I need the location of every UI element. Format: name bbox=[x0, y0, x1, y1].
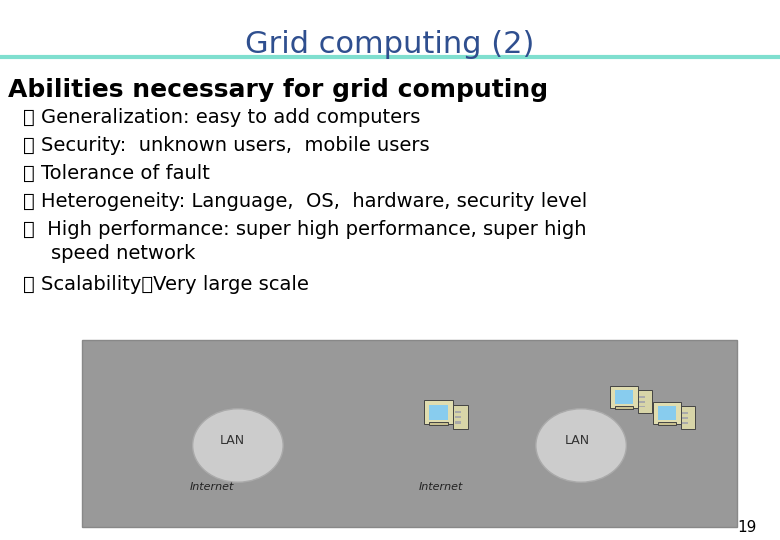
FancyBboxPatch shape bbox=[640, 401, 645, 403]
FancyBboxPatch shape bbox=[429, 404, 448, 420]
Text: Abilities necessary for grid computing: Abilities necessary for grid computing bbox=[8, 78, 548, 102]
FancyBboxPatch shape bbox=[658, 422, 676, 425]
Text: ・ Generalization: easy to add computers: ・ Generalization: easy to add computers bbox=[23, 108, 420, 127]
Ellipse shape bbox=[536, 409, 626, 482]
Text: Grid computing (2): Grid computing (2) bbox=[246, 30, 534, 59]
FancyBboxPatch shape bbox=[453, 404, 468, 429]
Text: ・  High performance: super high performance, super high: ・ High performance: super high performan… bbox=[23, 220, 587, 239]
FancyBboxPatch shape bbox=[615, 406, 633, 409]
FancyBboxPatch shape bbox=[653, 402, 681, 424]
FancyBboxPatch shape bbox=[682, 412, 688, 414]
Text: Internet: Internet bbox=[190, 482, 234, 492]
FancyBboxPatch shape bbox=[424, 401, 453, 424]
Text: ・ Tolerance of fault: ・ Tolerance of fault bbox=[23, 164, 211, 183]
FancyBboxPatch shape bbox=[681, 406, 695, 429]
Ellipse shape bbox=[193, 409, 283, 482]
FancyBboxPatch shape bbox=[682, 422, 688, 424]
Text: ・ Scalability：Very large scale: ・ Scalability：Very large scale bbox=[23, 275, 310, 294]
Text: speed network: speed network bbox=[51, 244, 195, 263]
FancyBboxPatch shape bbox=[640, 406, 645, 408]
Text: 19: 19 bbox=[737, 519, 757, 535]
FancyBboxPatch shape bbox=[682, 417, 688, 419]
FancyBboxPatch shape bbox=[455, 421, 461, 423]
Text: Internet: Internet bbox=[419, 482, 463, 492]
FancyBboxPatch shape bbox=[429, 422, 448, 425]
FancyBboxPatch shape bbox=[638, 389, 652, 413]
FancyBboxPatch shape bbox=[455, 411, 461, 413]
FancyBboxPatch shape bbox=[658, 406, 676, 420]
Text: LAN: LAN bbox=[220, 434, 245, 447]
Text: ・ Heterogeneity: Language,  OS,  hardware, security level: ・ Heterogeneity: Language, OS, hardware,… bbox=[23, 192, 587, 211]
Text: LAN: LAN bbox=[565, 434, 590, 447]
Text: ・ Security:  unknown users,  mobile users: ・ Security: unknown users, mobile users bbox=[23, 136, 430, 155]
FancyBboxPatch shape bbox=[615, 389, 633, 404]
FancyBboxPatch shape bbox=[455, 416, 461, 419]
FancyBboxPatch shape bbox=[610, 386, 638, 408]
FancyBboxPatch shape bbox=[82, 340, 737, 526]
FancyBboxPatch shape bbox=[640, 396, 645, 398]
